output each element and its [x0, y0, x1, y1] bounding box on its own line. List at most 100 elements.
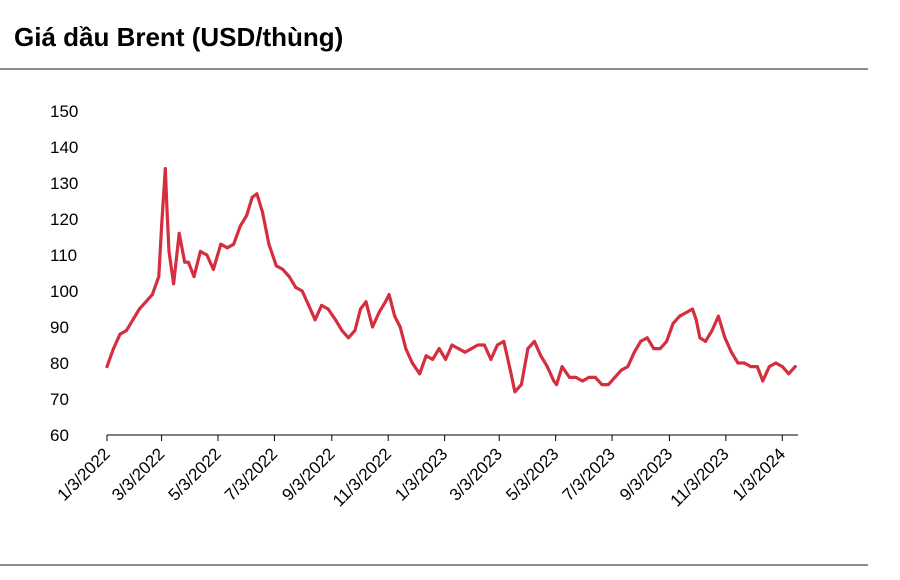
price-point	[519, 383, 523, 387]
price-point	[326, 307, 330, 311]
price-point	[245, 213, 249, 217]
price-point	[723, 336, 727, 340]
price-point	[729, 350, 733, 354]
price-point	[767, 365, 771, 369]
price-point	[377, 311, 381, 315]
price-point	[658, 347, 662, 351]
price-point	[160, 224, 164, 228]
x-tick-label: 1/3/2023	[391, 444, 451, 504]
price-point	[502, 339, 506, 343]
price-point	[755, 365, 759, 369]
price-point	[157, 275, 161, 279]
y-tick-label: 100	[50, 282, 78, 301]
axes: 607080901001101201301401501/3/20223/3/20…	[50, 102, 798, 510]
price-point	[118, 332, 122, 336]
x-tick-label: 1/3/2024	[729, 444, 789, 504]
x-tick-label: 1/3/2022	[54, 444, 114, 504]
price-point	[255, 192, 259, 196]
price-point	[393, 314, 397, 318]
price-point	[404, 347, 408, 351]
y-tick-label: 130	[50, 174, 78, 193]
price-point	[639, 339, 643, 343]
price-point	[205, 253, 209, 257]
price-point	[552, 379, 556, 383]
price-point	[470, 347, 473, 351]
price-point	[626, 365, 630, 369]
price-point	[749, 365, 753, 369]
price-point	[774, 361, 778, 365]
price-point	[334, 318, 337, 322]
price-point	[793, 365, 797, 369]
price-point	[364, 300, 368, 304]
top-divider	[0, 68, 868, 70]
price-point	[383, 300, 387, 304]
price-point	[124, 329, 128, 333]
price-point	[294, 285, 298, 289]
price-series-line	[105, 167, 797, 394]
y-tick-label: 80	[50, 354, 69, 373]
price-point	[320, 303, 324, 307]
price-point	[495, 343, 499, 347]
price-point	[444, 357, 448, 361]
price-point	[574, 375, 578, 379]
price-point	[137, 307, 141, 311]
price-point	[463, 350, 467, 354]
price-point	[476, 343, 480, 347]
y-tick-label: 150	[50, 102, 78, 121]
price-point	[665, 339, 669, 343]
price-point	[211, 267, 215, 271]
price-point	[652, 347, 656, 351]
x-tick-label: 7/3/2022	[221, 444, 281, 504]
price-point	[353, 329, 357, 333]
price-point	[371, 325, 374, 329]
price-point	[192, 275, 196, 279]
price-point	[150, 293, 154, 297]
price-point	[186, 260, 190, 264]
price-point	[287, 275, 291, 279]
chart-title: Giá dầu Brent (USD/thùng)	[14, 22, 344, 52]
price-point	[424, 354, 428, 358]
price-point	[307, 303, 311, 307]
price-point	[761, 379, 765, 383]
price-point	[645, 336, 649, 340]
price-point	[163, 167, 167, 171]
price-point	[105, 365, 109, 369]
y-tick-label: 70	[50, 390, 69, 409]
y-tick-label: 140	[50, 138, 78, 157]
price-point	[691, 307, 694, 311]
price-point	[513, 390, 517, 394]
price-point	[267, 242, 271, 246]
price-point	[387, 293, 391, 297]
price-point	[545, 365, 549, 369]
price-point	[613, 375, 617, 379]
price-point	[313, 318, 317, 322]
price-point	[581, 379, 584, 383]
series-layer	[105, 167, 797, 394]
price-point	[177, 231, 181, 235]
x-tick-label: 11/3/2022	[329, 444, 395, 510]
price-point	[437, 347, 441, 351]
y-tick-label: 110	[50, 246, 77, 265]
price-point	[225, 246, 229, 250]
price-point	[410, 361, 414, 365]
price-point	[632, 350, 636, 354]
x-tick-label: 3/3/2022	[108, 444, 168, 504]
price-point	[568, 375, 571, 379]
price-point	[198, 249, 202, 253]
price-point	[600, 383, 604, 387]
price-point	[359, 307, 362, 311]
price-point	[250, 195, 254, 199]
price-point	[167, 249, 171, 253]
y-tick-label: 60	[50, 426, 69, 445]
price-point	[300, 289, 304, 293]
price-point	[736, 361, 740, 365]
price-point	[238, 224, 242, 228]
price-point	[532, 339, 536, 343]
price-point	[780, 365, 784, 369]
price-point	[560, 365, 564, 369]
price-point	[606, 383, 610, 387]
price-point	[489, 357, 493, 361]
price-point	[274, 264, 278, 268]
price-point	[172, 282, 176, 286]
